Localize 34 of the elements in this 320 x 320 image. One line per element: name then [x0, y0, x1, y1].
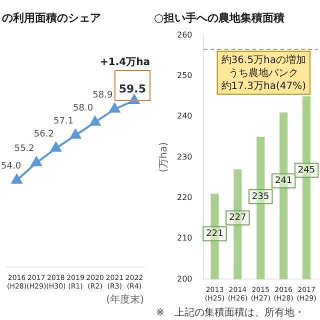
- point: [50, 142, 62, 152]
- y-tick-label: 200: [176, 274, 192, 284]
- y-tick-label: 210: [176, 234, 192, 243]
- point: [90, 116, 100, 126]
- data-label: 221: [206, 229, 224, 240]
- y-tick-label: 240: [176, 112, 192, 121]
- annotation: 約36.5万haの増加: [221, 54, 306, 66]
- chart-title: の利用面積のシェア: [2, 11, 101, 24]
- point: [31, 156, 42, 166]
- point: [70, 129, 81, 139]
- data-label: 245: [298, 166, 316, 176]
- data-label: 57.1: [53, 116, 74, 127]
- data-label: 227: [229, 213, 246, 224]
- point: [11, 174, 22, 184]
- data-label: 235: [252, 192, 270, 202]
- text: ※ 上記の集積面積は、所有地・: [156, 306, 304, 319]
- data-label: 54.0: [0, 162, 22, 172]
- point: [109, 103, 120, 113]
- text: +1.4万ha: [100, 57, 150, 68]
- data-label: 58.9: [92, 90, 113, 100]
- annotation: うち農地バンク: [228, 66, 299, 79]
- data-label: 56.2: [34, 130, 54, 140]
- y-tick-label: 250: [176, 70, 192, 80]
- data-label: 59.5: [118, 82, 146, 96]
- data-label: 58.0: [73, 104, 94, 114]
- y-axis-title: (万ha): [158, 142, 170, 172]
- x-axis-title: (年度末): [106, 294, 144, 306]
- data-label: 55.2: [14, 144, 34, 154]
- chart-title: ○担い手への農地集積面積: [154, 11, 285, 24]
- y-tick-label: 260: [176, 30, 192, 40]
- y-tick-label: 230: [176, 152, 192, 162]
- annotation: 約17.3万ha(47%): [221, 80, 306, 92]
- y-tick-label: 220: [176, 192, 192, 202]
- data-label: 241: [274, 176, 292, 186]
